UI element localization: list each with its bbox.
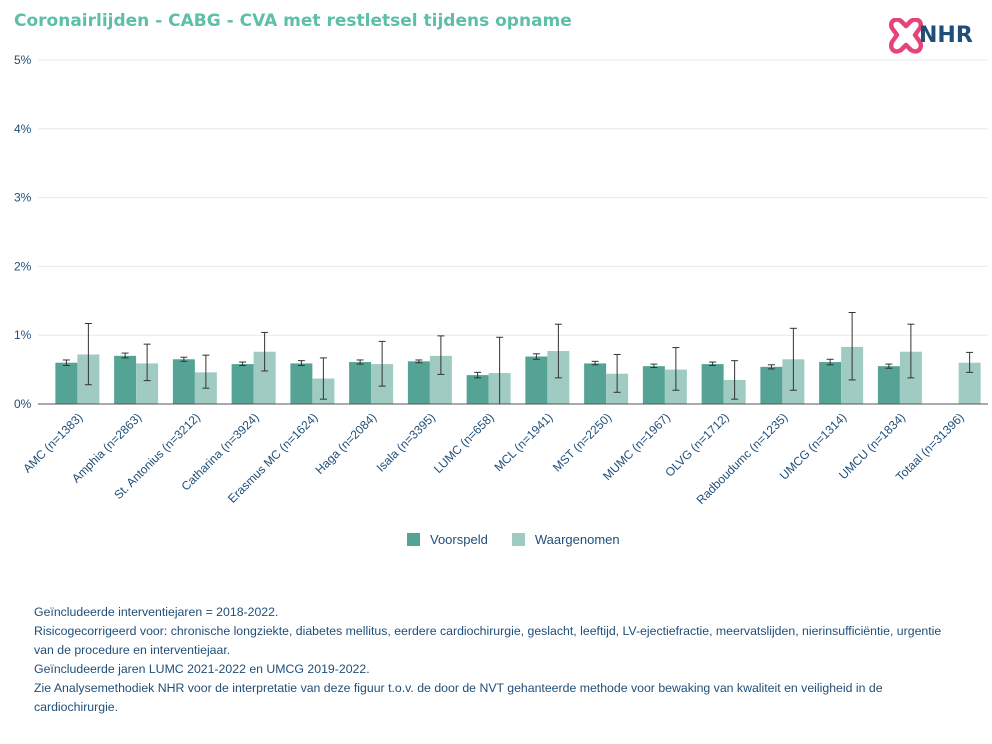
y-tick-label: 1% [14,328,32,342]
footnotes: Geïncludeerde interventiejaren = 2018-20… [34,603,964,717]
bar-observed [253,351,276,404]
bar-observed [136,363,159,404]
legend: Voorspeld Waargenomen [407,532,644,547]
legend-label-predicted: Voorspeld [430,532,488,547]
legend-label-observed: Waargenomen [534,532,620,547]
y-tick-label: 4% [14,122,32,136]
legend-swatch-predicted [407,533,420,546]
y-tick-label: 5% [14,53,32,67]
note-years: Geïncludeerde interventiejaren = 2018-20… [34,605,279,619]
y-tick-label: 0% [14,397,32,411]
x-tick-label: AMC (n=1383) [20,410,85,475]
bar-predicted [525,356,548,404]
bar-predicted [819,362,842,404]
x-tick-label: MST (n=2250) [550,410,614,474]
bar-predicted [407,361,430,404]
legend-item-predicted: Voorspeld [407,532,488,547]
chart-title: Coronairlijden - CABG - CVA met restlets… [14,11,572,31]
x-tick-label: Isala (n=3395) [374,410,438,474]
bar-predicted [55,362,78,404]
bar-predicted [231,364,254,404]
bar-predicted [877,366,900,404]
bar-predicted [466,375,489,404]
bar-predicted [349,362,372,404]
bar-chart: 0%1%2%3%4%5%AMC (n=1383)Amphia (n=2863)S… [14,53,988,507]
note-methodology: Zie Analysemethodiek NHR voor de interpr… [34,681,883,714]
bar-predicted [642,366,665,404]
bar-predicted [114,355,137,404]
bar-predicted [760,366,783,404]
bar-predicted [701,364,724,404]
logo-text: NHR [919,23,973,48]
legend-item-observed: Waargenomen [511,532,620,547]
heart-cross-icon [889,18,923,54]
x-tick-label: LUMC (n=658) [431,410,497,476]
y-tick-label: 3% [14,191,32,205]
bar-observed [429,355,452,404]
bar-observed [958,362,981,404]
bar-predicted [172,359,195,404]
nhr-logo: NHR [889,16,981,56]
note-included-years: Geïncludeerde jaren LUMC 2021-2022 en UM… [34,662,370,676]
legend-swatch-observed [511,533,525,546]
y-tick-label: 2% [14,259,32,273]
x-tick-label: Haga (n=2084) [313,410,380,477]
bar-predicted [584,363,607,404]
bar-predicted [290,363,313,404]
x-tick-label: MCL (n=1941) [491,410,555,474]
note-risk-adjustment: Risicogecorrigeerd voor: chronische long… [34,624,942,657]
